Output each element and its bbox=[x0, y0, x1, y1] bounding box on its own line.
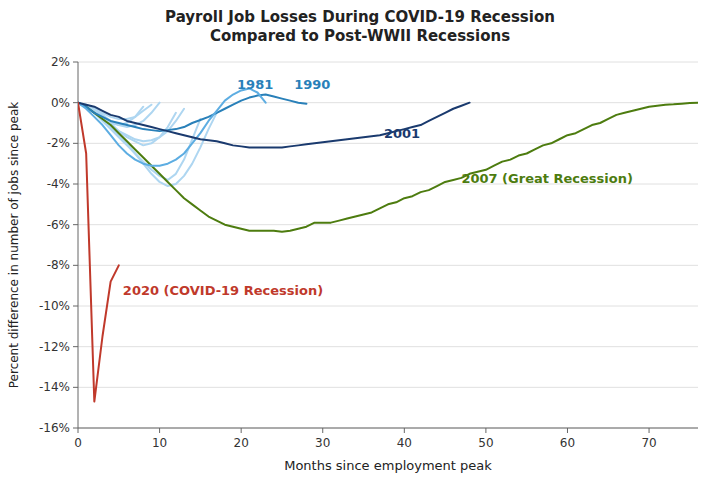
grid-line bbox=[78, 143, 698, 144]
y-tick bbox=[73, 265, 78, 266]
series-line bbox=[78, 103, 470, 148]
x-tick bbox=[485, 428, 486, 433]
title-line: Payroll Job Losses During COVID-19 Reces… bbox=[165, 8, 555, 26]
x-axis-label: Months since employment peak bbox=[284, 458, 492, 473]
x-tick bbox=[649, 428, 650, 433]
x-tick bbox=[567, 428, 568, 433]
y-tick-label: 0% bbox=[51, 96, 70, 110]
y-tick bbox=[73, 387, 78, 388]
grid-line bbox=[78, 306, 698, 307]
grid-line bbox=[78, 62, 698, 63]
y-tick bbox=[73, 306, 78, 307]
y-tick bbox=[73, 224, 78, 225]
y-tick-label: -2% bbox=[47, 136, 70, 150]
series-line bbox=[78, 95, 306, 132]
x-tick bbox=[322, 428, 323, 433]
y-axis-line bbox=[78, 62, 79, 428]
grid-line bbox=[78, 265, 698, 266]
grid-line bbox=[78, 387, 698, 388]
series-line bbox=[78, 103, 698, 232]
x-tick-label: 60 bbox=[560, 436, 575, 450]
y-tick bbox=[73, 62, 78, 63]
annotations: 1981 1990 2001 2007 (Great Recession) 2020 (… bbox=[123, 77, 633, 298]
axes: 2% 0% -2% -4% -6% -8% -10% -12% -14% -16% 0 10 20 30 4… bbox=[39, 55, 698, 450]
y-tick bbox=[73, 428, 78, 429]
y-tick-label: -10% bbox=[39, 299, 70, 313]
y-tick-label: -16% bbox=[39, 421, 70, 435]
title-line: Compared to Post-WWII Recessions bbox=[210, 27, 510, 45]
x-tick-label: 20 bbox=[234, 436, 249, 450]
chart: Payroll Job Losses During COVID-19 Reces… bbox=[0, 0, 720, 480]
grid-line bbox=[78, 102, 698, 103]
x-tick bbox=[241, 428, 242, 433]
grid-line bbox=[78, 224, 698, 225]
annotation: 2020 (COVID-19 Recession) bbox=[123, 283, 323, 298]
x-tick bbox=[78, 428, 79, 433]
y-tick-label: -6% bbox=[47, 218, 70, 232]
x-tick bbox=[159, 428, 160, 433]
y-tick-label: -8% bbox=[47, 258, 70, 272]
annotation: 2001 bbox=[384, 126, 420, 141]
y-tick bbox=[73, 346, 78, 347]
grid-line bbox=[78, 346, 698, 347]
grid-line bbox=[78, 428, 698, 429]
x-tick-label: 0 bbox=[74, 436, 82, 450]
y-tick-label: 2% bbox=[51, 55, 70, 69]
x-tick-label: 40 bbox=[397, 436, 412, 450]
x-tick bbox=[404, 428, 405, 433]
title: Payroll Job Losses During COVID-19 Reces… bbox=[165, 8, 555, 45]
grid bbox=[78, 62, 698, 428]
y-tick bbox=[73, 102, 78, 103]
y-axis-label: Percent difference in number of jobs sin… bbox=[7, 102, 21, 389]
y-tick-label: -14% bbox=[39, 380, 70, 394]
annotation: 1981 bbox=[237, 77, 273, 92]
y-tick-label: -12% bbox=[39, 340, 70, 354]
series-lines bbox=[78, 88, 698, 401]
annotation: 2007 (Great Recession) bbox=[461, 171, 632, 186]
x-tick-label: 30 bbox=[315, 436, 330, 450]
x-axis-line bbox=[78, 428, 698, 429]
y-tick-label: -4% bbox=[47, 177, 70, 191]
y-tick bbox=[73, 184, 78, 185]
x-tick-label: 50 bbox=[478, 436, 493, 450]
y-tick bbox=[73, 143, 78, 144]
x-tick-label: 70 bbox=[641, 436, 656, 450]
annotation: 1990 bbox=[294, 77, 330, 92]
series-line bbox=[78, 103, 119, 402]
x-tick-label: 10 bbox=[152, 436, 167, 450]
series-line bbox=[78, 88, 266, 165]
